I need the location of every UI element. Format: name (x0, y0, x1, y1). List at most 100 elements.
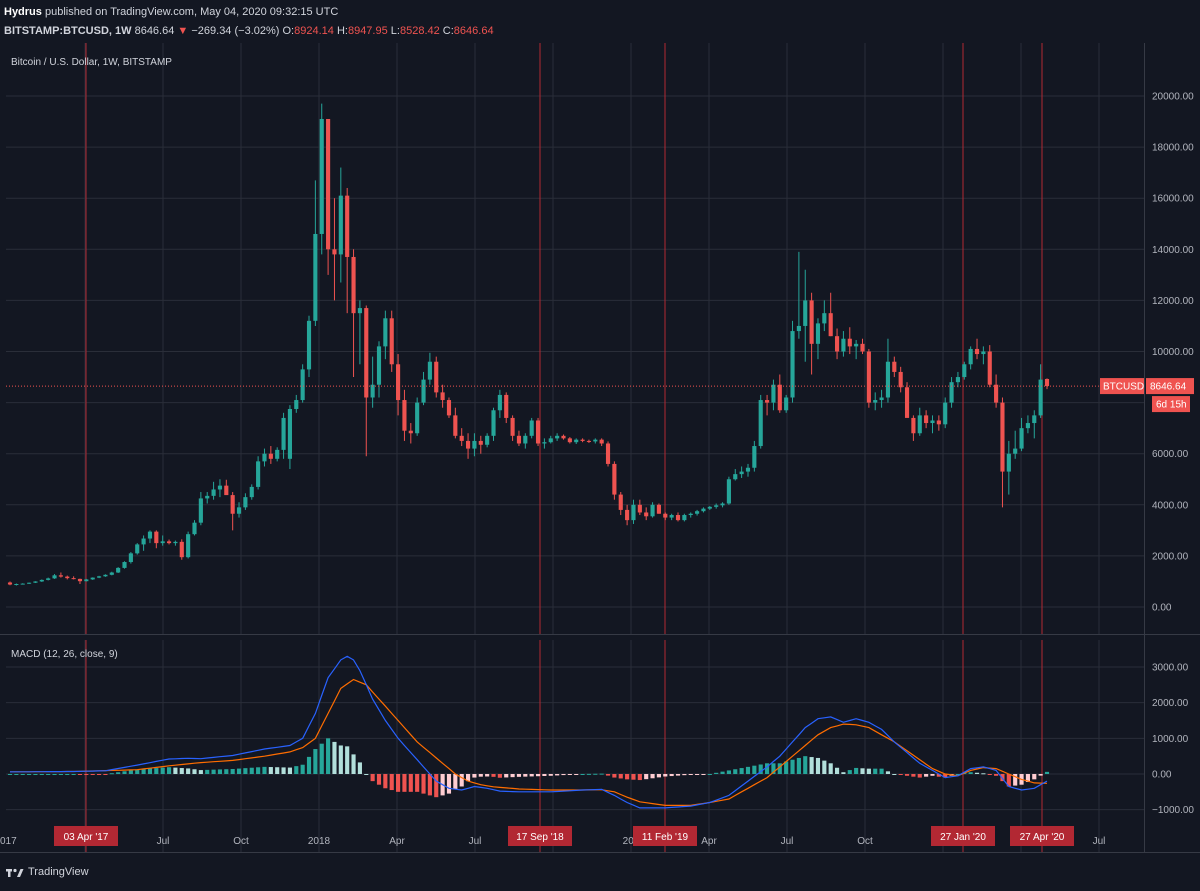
histogram-bar (873, 768, 878, 774)
candle-body (516, 435, 522, 444)
candle-body (440, 392, 445, 401)
histogram-bar (523, 774, 528, 777)
candle-body (427, 361, 432, 380)
histogram-bar (695, 774, 700, 775)
histogram-bar (917, 774, 922, 778)
candle-body (822, 313, 827, 324)
histogram-bar (771, 763, 776, 774)
candle-body (459, 435, 464, 441)
histogram-bar (103, 774, 108, 775)
histogram-bar (898, 774, 903, 775)
candle-body (803, 300, 808, 326)
date-marker-badge (508, 826, 572, 846)
candle-body (555, 435, 560, 439)
candle-body (147, 531, 153, 539)
histogram-bar (854, 767, 859, 774)
histogram-bar (421, 774, 426, 794)
histogram-bar (109, 773, 114, 775)
candle-body (994, 384, 999, 403)
candle-body (1025, 423, 1030, 429)
macd-tick-label: 3000.00 (1152, 663, 1189, 674)
candle-body (453, 415, 458, 436)
histogram-bar (491, 774, 496, 777)
histogram-bar (688, 774, 693, 775)
histogram-bar (376, 774, 382, 785)
candle-body (154, 531, 159, 544)
candle-body (243, 497, 248, 508)
candle-body (682, 515, 687, 521)
histogram-bar (84, 774, 89, 775)
histogram-bar (453, 774, 458, 790)
candle-body (478, 440, 483, 445)
tradingview-logo-icon (6, 868, 24, 877)
candle-body (465, 440, 471, 449)
candle-body (834, 336, 840, 352)
histogram-bar (46, 774, 51, 775)
candle-body (663, 513, 668, 518)
histogram-bar (542, 774, 547, 776)
histogram-bar (726, 770, 731, 774)
symbol-name[interactable]: BITSTAMP:BTCUSD, 1W (4, 25, 132, 37)
histogram-bar (77, 774, 83, 775)
candle-body (33, 581, 38, 583)
histogram-bar (1044, 771, 1050, 774)
candle-body (421, 379, 426, 403)
histogram-bar (306, 756, 312, 774)
close-label: C: (442, 25, 454, 37)
symbol-badge-text: BTCUSD (1103, 382, 1144, 393)
histogram-bar (389, 774, 394, 791)
histogram-bar (733, 769, 738, 774)
price-tick-label: 14000.00 (1152, 245, 1194, 256)
candle-body (586, 440, 592, 442)
candle-body (198, 498, 203, 523)
candle-body (497, 394, 502, 411)
publish-info: Hydrus published on TradingView.com, May… (4, 6, 338, 18)
candle-body (84, 579, 89, 582)
candle-body (160, 541, 165, 544)
histogram-bar (777, 763, 782, 774)
candle-body (485, 435, 490, 445)
histogram-bar (1038, 774, 1043, 776)
candle-body (236, 507, 242, 514)
histogram-bar (930, 774, 935, 776)
candle-body (739, 471, 744, 475)
histogram-bar (179, 768, 184, 774)
candle-body (593, 439, 598, 442)
histogram-bar (147, 768, 153, 774)
candle-body (714, 505, 719, 507)
price-tick-label: 10000.00 (1152, 347, 1194, 358)
candle-body (796, 325, 801, 332)
histogram-bar (765, 763, 770, 774)
histogram-bar (338, 745, 343, 774)
histogram-bar (166, 767, 172, 774)
candle-body (58, 575, 63, 577)
time-tick-label: Oct (857, 836, 873, 847)
histogram-bar (39, 774, 44, 775)
macd-tick-label: 2000.00 (1152, 698, 1189, 709)
candle-body (529, 420, 534, 436)
candle-body (695, 511, 700, 514)
histogram-bar (332, 741, 337, 774)
countdown-text: 6d 15h (1156, 400, 1187, 411)
candle-body (256, 461, 261, 487)
macd-title: MACD (12, 26, close, 9) (11, 649, 118, 660)
histogram-bar (370, 774, 375, 782)
candle-body (924, 415, 929, 424)
candle-body (141, 538, 146, 545)
histogram-bar (58, 774, 63, 775)
histogram-bar (268, 767, 273, 774)
histogram-bar (828, 763, 833, 774)
time-tick-label: Apr (389, 836, 405, 847)
candle-body (745, 467, 751, 472)
histogram-bar (1032, 774, 1037, 780)
author-name[interactable]: Hydrus (4, 6, 42, 18)
last-price: 8646.64 (134, 25, 175, 37)
histogram-bar (415, 774, 420, 792)
histogram-bar (173, 767, 178, 774)
candle-body (205, 495, 210, 499)
date-marker-badge (633, 826, 697, 846)
histogram-bar (160, 767, 165, 774)
histogram-bar (955, 774, 961, 775)
brand-name[interactable]: TradingView (28, 866, 89, 878)
